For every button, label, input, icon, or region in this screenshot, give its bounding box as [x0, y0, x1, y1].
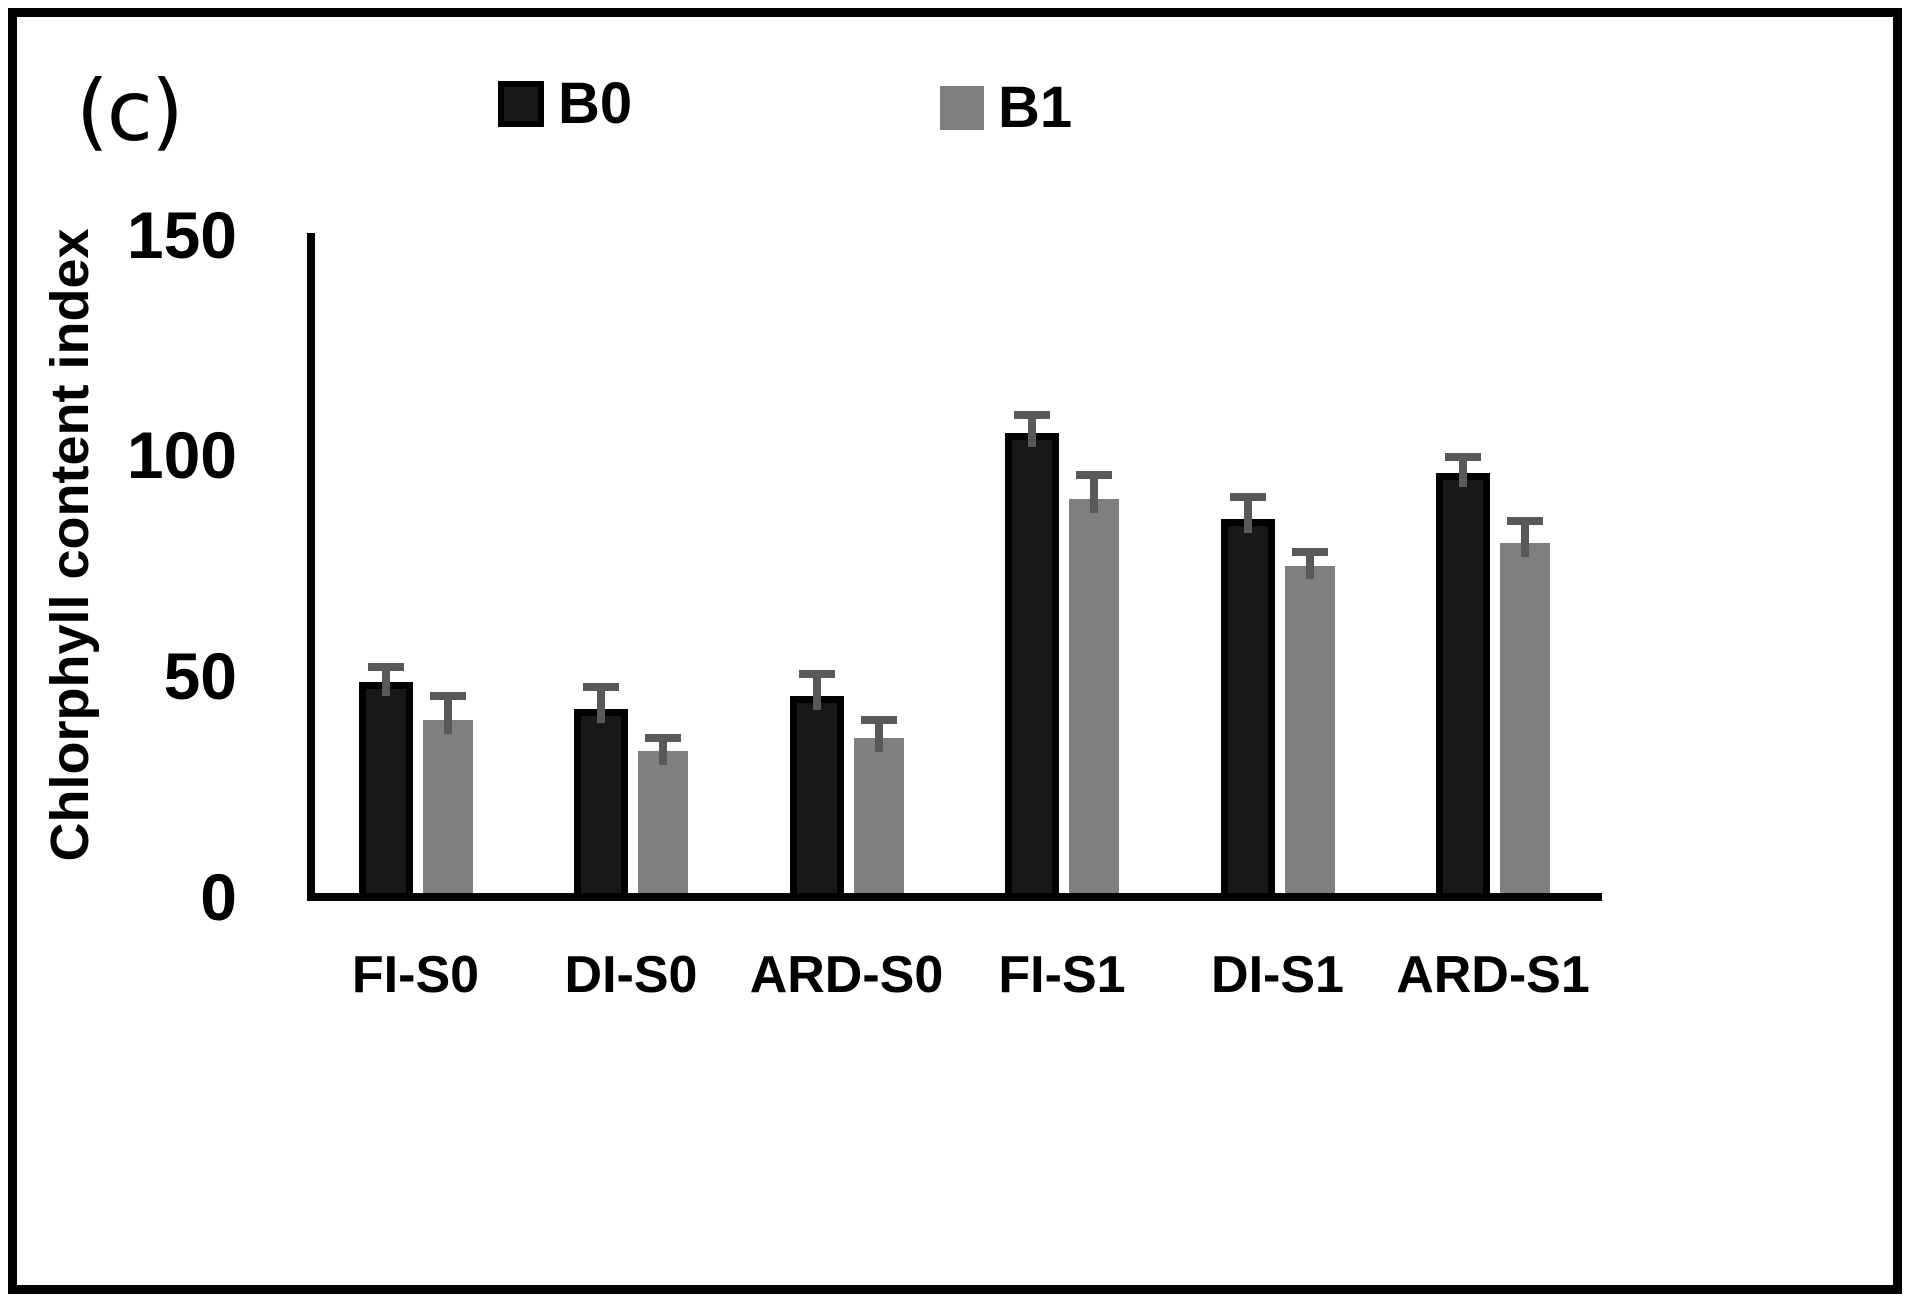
error-cap-b1-fi-s0 — [429, 691, 466, 700]
bar-b1-fi-s1 — [1069, 499, 1119, 901]
error-cap-b0-fi-s1 — [1014, 411, 1050, 420]
legend-label-b0: B0 — [558, 71, 633, 136]
legend-label-b1: B1 — [998, 75, 1073, 140]
bar-b0-fi-s1 — [1005, 433, 1059, 901]
error-stem-b1-ard-s0 — [874, 719, 883, 752]
bar-b1-ard-s1 — [1500, 543, 1550, 901]
error-cap-b0-fi-s0 — [367, 663, 404, 671]
legend-swatch-b1 — [940, 86, 984, 130]
error-cap-b1-di-s0 — [645, 733, 681, 742]
x-axis-line — [307, 893, 1602, 901]
error-cap-b1-di-s1 — [1291, 548, 1328, 557]
error-stem-b1-fi-s0 — [443, 695, 452, 734]
error-stem-b0-ard-s0 — [812, 673, 821, 710]
error-stem-b0-ard-s1 — [1459, 457, 1467, 487]
bar-b0-ard-s1 — [1436, 472, 1490, 901]
y-tick-label: 50 — [163, 638, 237, 713]
error-stem-b0-fi-s1 — [1028, 415, 1036, 448]
x-category-label-ard-s0: ARD-S0 — [749, 946, 944, 1004]
error-stem-b1-fi-s1 — [1090, 475, 1098, 514]
bar-b0-fi-s0 — [358, 682, 413, 901]
y-tick-label: 0 — [200, 859, 237, 934]
y-tick-label: 150 — [126, 197, 237, 272]
y-axis-line — [307, 233, 315, 901]
error-stem-b1-ard-s1 — [1521, 521, 1529, 558]
error-stem-b1-di-s0 — [659, 737, 667, 765]
legend-item-b0: B0 — [498, 71, 633, 136]
bar-b0-ard-s0 — [789, 695, 844, 901]
error-cap-b0-ard-s0 — [798, 669, 835, 678]
bar-b0-di-s1 — [1220, 519, 1275, 901]
error-stem-b0-di-s0 — [597, 686, 605, 723]
legend-item-b1: B1 — [940, 75, 1073, 140]
x-category-label-di-s0: DI-S0 — [564, 946, 698, 1004]
bar-b1-di-s0 — [638, 750, 688, 901]
error-stem-b1-di-s1 — [1305, 552, 1314, 580]
error-cap-b1-ard-s1 — [1507, 517, 1543, 526]
bar-b1-fi-s0 — [422, 719, 473, 901]
bar-b0-di-s0 — [574, 708, 628, 901]
error-cap-b0-di-s1 — [1229, 493, 1266, 502]
error-cap-b1-ard-s0 — [860, 715, 897, 724]
bar-b1-ard-s0 — [853, 737, 904, 901]
error-cap-b0-di-s0 — [583, 682, 619, 691]
bar-b1-di-s1 — [1284, 565, 1335, 901]
x-category-label-ard-s1: ARD-S1 — [1396, 946, 1590, 1004]
error-stem-b0-fi-s0 — [381, 667, 390, 697]
legend-swatch-b0 — [498, 81, 544, 127]
y-tick-label: 100 — [126, 418, 237, 493]
error-cap-b1-fi-s1 — [1076, 471, 1112, 480]
x-category-label-fi-s0: FI-S0 — [351, 946, 480, 1004]
x-category-label-fi-s1: FI-S1 — [998, 946, 1126, 1004]
x-category-label-di-s1: DI-S1 — [1211, 946, 1344, 1004]
panel-label: (c) — [76, 62, 184, 160]
error-cap-b0-ard-s1 — [1445, 453, 1481, 462]
error-stem-b0-di-s1 — [1243, 497, 1252, 534]
